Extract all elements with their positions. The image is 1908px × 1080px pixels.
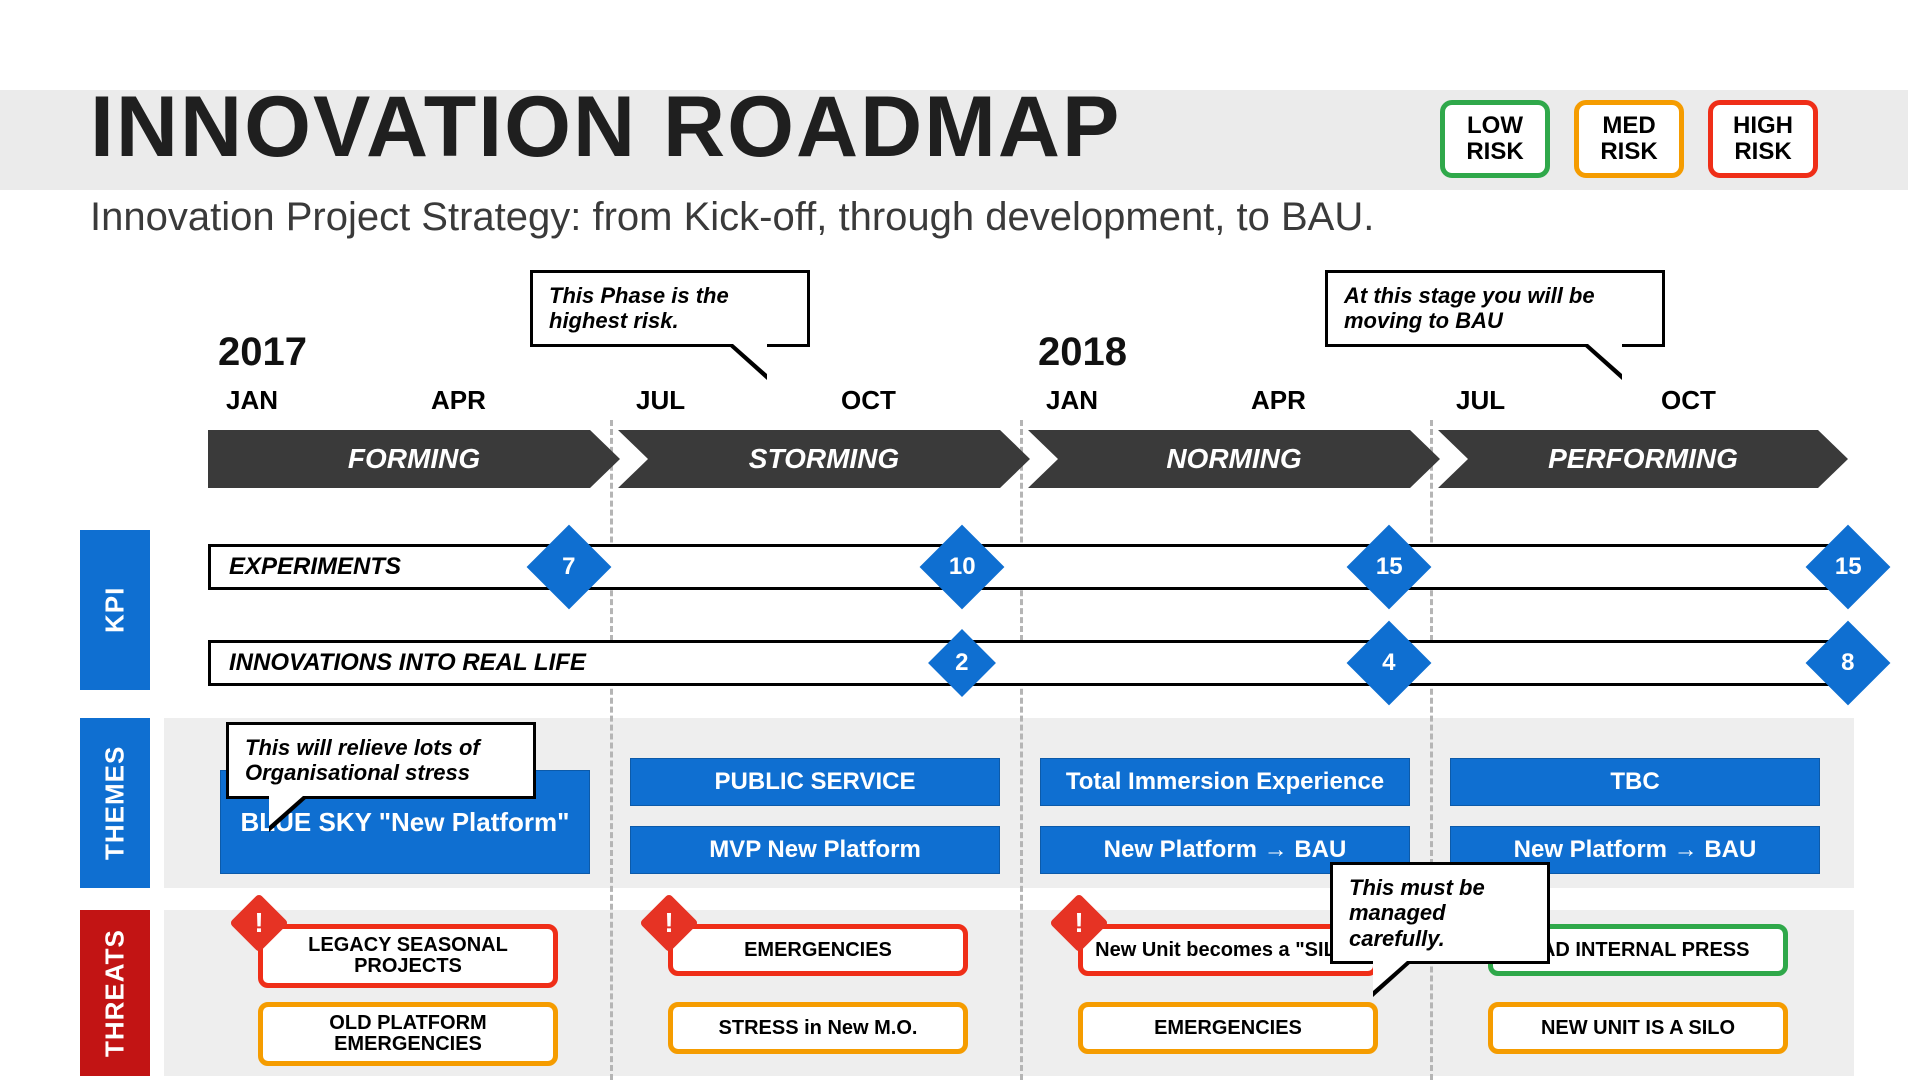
legend-label: MED bbox=[1602, 113, 1655, 139]
risk-legend: LOW RISK MED RISK HIGH RISK bbox=[1440, 100, 1818, 178]
month-label: APR bbox=[431, 385, 486, 416]
legend-label: HIGH bbox=[1733, 113, 1793, 139]
alert-icon: ! bbox=[229, 893, 288, 952]
month-label: JAN bbox=[1046, 385, 1098, 416]
phase-performing: PERFORMING bbox=[1438, 430, 1848, 488]
callout: This Phase is the highest risk. bbox=[530, 270, 810, 347]
phase-forming: FORMING bbox=[208, 430, 620, 488]
theme-box: PUBLIC SERVICE bbox=[630, 758, 1000, 806]
month-label: JAN bbox=[226, 385, 278, 416]
kpi-row-experiments: EXPERIMENTS bbox=[208, 544, 1848, 590]
year-label: 2018 bbox=[1038, 330, 1127, 375]
page-subtitle: Innovation Project Strategy: from Kick-o… bbox=[90, 195, 1374, 240]
month-label: APR bbox=[1251, 385, 1306, 416]
threat-box: EMERGENCIES bbox=[668, 924, 968, 976]
tab-themes: THEMES bbox=[80, 718, 150, 888]
phase-row: FORMINGSTORMINGNORMINGPERFORMING bbox=[208, 430, 1848, 488]
legend-label: RISK bbox=[1734, 139, 1791, 165]
kpi-diamond: 15 bbox=[1349, 527, 1428, 606]
theme-box: TBC bbox=[1450, 758, 1820, 806]
kpi-diamond: 10 bbox=[923, 527, 1002, 606]
theme-box: MVP New Platform bbox=[630, 826, 1000, 874]
month-label: JUL bbox=[1456, 385, 1505, 416]
alert-icon: ! bbox=[1049, 893, 1108, 952]
kpi-diamond: 15 bbox=[1808, 527, 1887, 606]
legend-label: RISK bbox=[1466, 139, 1523, 165]
callout: This will relieve lots of Organisational… bbox=[226, 722, 536, 799]
page-title: INNOVATION ROADMAP bbox=[90, 78, 1121, 177]
legend-med-risk: MED RISK bbox=[1574, 100, 1684, 178]
callout: This must be managed carefully. bbox=[1330, 862, 1550, 964]
legend-label: LOW bbox=[1467, 113, 1523, 139]
phase-separator bbox=[1020, 420, 1023, 1080]
alert-icon: ! bbox=[639, 893, 698, 952]
kpi-diamond: 4 bbox=[1349, 623, 1428, 702]
kpi-label: INNOVATIONS INTO REAL LIFE bbox=[229, 649, 586, 677]
threat-box: STRESS in New M.O. bbox=[668, 1002, 968, 1054]
legend-high-risk: HIGH RISK bbox=[1708, 100, 1818, 178]
phase-separator bbox=[610, 420, 613, 1080]
legend-label: RISK bbox=[1600, 139, 1657, 165]
threat-box: OLD PLATFORM EMERGENCIES bbox=[258, 1002, 558, 1066]
month-label: OCT bbox=[841, 385, 896, 416]
tab-threats: THREATS bbox=[80, 910, 150, 1076]
phase-norming: NORMING bbox=[1028, 430, 1440, 488]
phase-storming: STORMING bbox=[618, 430, 1030, 488]
callout: At this stage you will be moving to BAU bbox=[1325, 270, 1665, 347]
kpi-diamond: 8 bbox=[1808, 623, 1887, 702]
threat-box: NEW UNIT IS A SILO bbox=[1488, 1002, 1788, 1054]
legend-low-risk: LOW RISK bbox=[1440, 100, 1550, 178]
kpi-diamond: 7 bbox=[529, 527, 608, 606]
tab-kpi: KPI bbox=[80, 530, 150, 690]
kpi-label: EXPERIMENTS bbox=[229, 553, 401, 581]
kpi-row-innovations: INNOVATIONS INTO REAL LIFE bbox=[208, 640, 1848, 686]
threat-box: LEGACY SEASONAL PROJECTS bbox=[258, 924, 558, 988]
month-label: JUL bbox=[636, 385, 685, 416]
threat-box: EMERGENCIES bbox=[1078, 1002, 1378, 1054]
theme-box: Total Immersion Experience bbox=[1040, 758, 1410, 806]
month-label: OCT bbox=[1661, 385, 1716, 416]
year-label: 2017 bbox=[218, 330, 307, 375]
phase-separator bbox=[1430, 420, 1433, 1080]
